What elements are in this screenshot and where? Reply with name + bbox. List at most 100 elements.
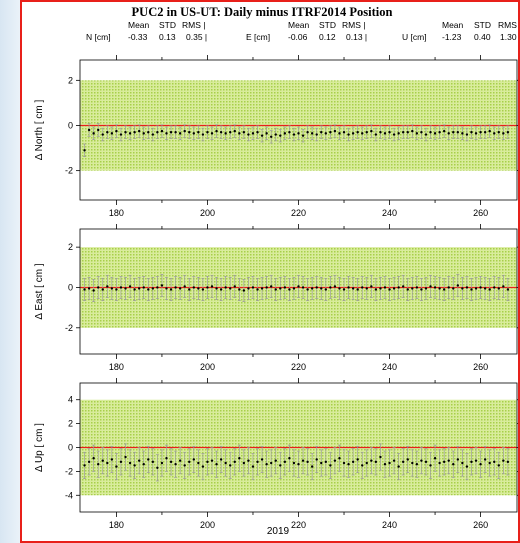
north-x-tick-label: 180 [109,208,124,218]
north-data-point [165,132,168,135]
east-data-point [188,288,191,291]
up-data-point [197,461,200,465]
north-data-point [342,131,346,134]
north-data-point [142,132,145,135]
north-data-point [347,133,350,136]
north-data-point [265,132,268,135]
north-y-tick-label: 0 [68,120,73,130]
up-data-point [374,460,378,464]
east-data-point [474,287,478,290]
up-data-point [292,461,296,465]
up-data-point [92,457,95,460]
up-data-point [361,464,364,467]
east-data-point [502,285,505,288]
up-data-point [247,459,250,462]
east-data-point [374,288,378,291]
north-y-axis-label: Δ North [ cm ] [34,99,45,160]
east-data-point [247,287,250,290]
east-mean-header: Mean [288,20,310,30]
up-data-point [242,461,246,465]
north-data-point [219,131,223,134]
up-data-point [215,463,218,466]
north-data-point [310,132,314,135]
east-data-point [101,288,104,291]
north-data-point [124,131,127,134]
up-data-point [411,461,414,465]
north-data-point [83,149,86,152]
up-data-point [256,460,259,464]
north-data-point [470,131,473,134]
north-data-point [224,132,227,135]
north-data-point [320,131,323,134]
up-data-point [488,461,491,465]
east-data-point [438,287,441,290]
north-data-point [438,131,441,134]
east-x-tick-label: 180 [109,362,124,372]
east-data-point [361,286,364,289]
east-data-point [433,286,437,289]
north-data-point [379,131,382,134]
up-data-point [87,460,91,464]
north-x-tick-label: 260 [473,208,488,218]
east-data-point [324,288,328,291]
east-data-point [379,287,382,290]
up-data-point [147,458,150,461]
north-data-point [493,132,496,135]
east-data-point [397,286,400,289]
east-data-point [442,288,446,291]
up-data-point [397,465,400,468]
north-data-point [306,131,309,134]
up-data-point [229,464,232,467]
up-std-header: STD [474,20,491,30]
north-data-point [215,129,218,133]
north-data-point [420,131,423,134]
up-data-point [160,461,164,465]
up-data-point [192,458,196,461]
east-data-point [115,288,118,291]
east-rms-header: RMS | [342,20,365,30]
north-data-point [188,131,191,134]
north-data-point [297,132,300,135]
east-data-point [465,286,469,289]
up-data-point [347,463,350,466]
north-x-tick-label: 220 [291,208,306,218]
up-data-point [351,460,355,464]
east-y-tick-label: 2 [68,242,73,252]
east-data-point [456,284,460,287]
up-data-point [401,460,405,464]
east-data-point [178,287,182,290]
east-data-point [370,285,373,288]
east-data-point [415,286,419,289]
up-data-point [433,457,437,460]
east-data-point [483,287,487,290]
up-std-value: 0.40 [474,32,491,42]
up-data-point [210,459,214,462]
up-data-point [238,457,241,460]
up-data-point [479,463,482,466]
up-data-point [115,465,118,468]
north-data-point [197,131,200,134]
up-data-point [461,461,464,465]
east-y-axis-label: Δ East [ cm ] [34,263,45,319]
east-data-point [506,288,510,291]
north-data-point [365,131,368,134]
up-data-point [392,459,396,462]
up-mean-header: Mean [442,20,464,30]
up-data-point [420,459,423,462]
up-data-point [119,460,123,464]
north-data-point [374,133,378,136]
up-x-tick-label: 180 [109,520,124,530]
east-data-point [265,286,268,289]
up-data-point [502,459,505,462]
east-data-point [124,287,127,290]
east-data-point [452,287,455,290]
east-data-point [488,288,491,291]
east-data-point [406,288,409,291]
east-data-point [420,288,423,291]
north-data-point [415,132,419,135]
x-axis-year-label: 2019 [267,526,290,537]
up-data-point [233,460,236,464]
north-data-point [461,132,464,135]
east-data-point [242,289,246,292]
north-data-point [283,132,287,135]
